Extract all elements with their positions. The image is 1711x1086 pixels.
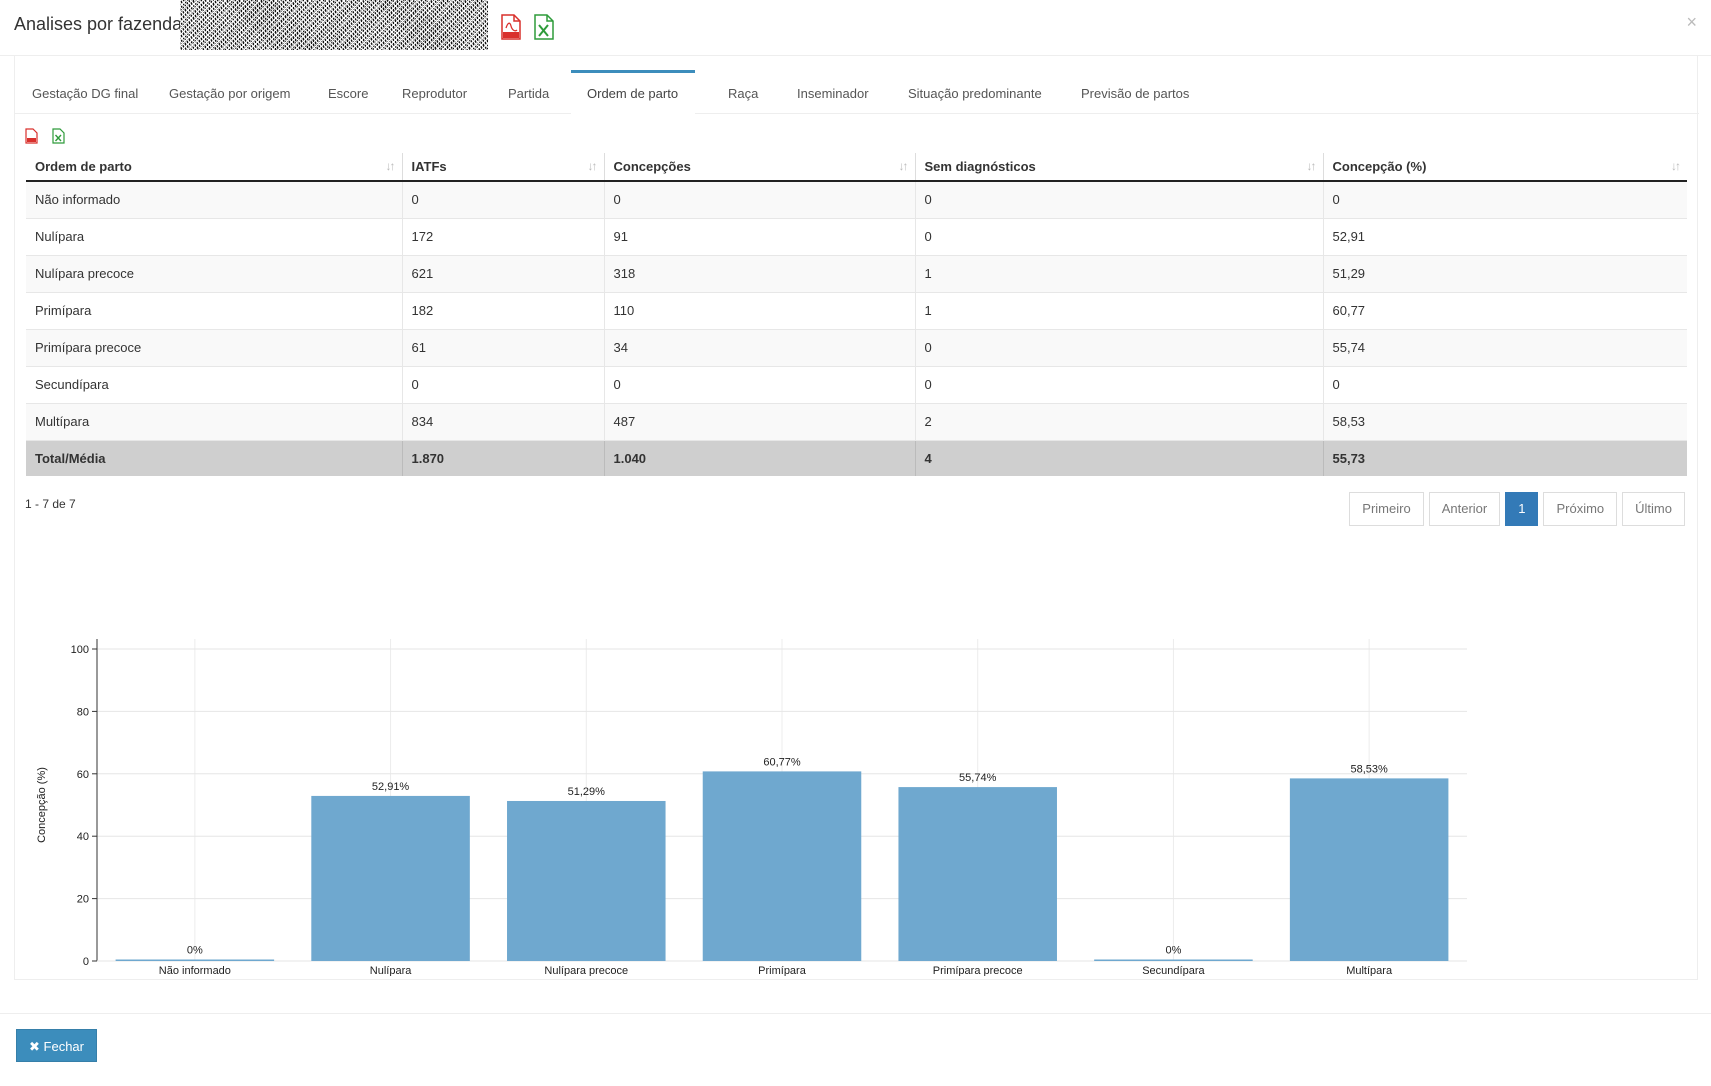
table-row: Multípara 834 487 2 58,53 bbox=[26, 402, 1687, 440]
tab-partida[interactable]: Partida bbox=[508, 86, 550, 101]
tab-situacao-predominante[interactable]: Situação predominante bbox=[908, 86, 1042, 101]
sort-icon[interactable]: ↓↑ bbox=[898, 159, 909, 173]
close-icon[interactable]: × bbox=[1686, 12, 1697, 32]
bar-chart: 0 20 40 60 80 100 0% Não informado 52,91% Nulípar… bbox=[36, 639, 1467, 976]
last-page-button[interactable]: Último bbox=[1622, 492, 1685, 526]
y-tick-label: 100 bbox=[71, 644, 89, 656]
fechar-label: Fechar bbox=[43, 1039, 84, 1054]
x-tick-label: Primípara bbox=[758, 965, 807, 976]
footer-divider bbox=[0, 1013, 1711, 1014]
excel-export-icon[interactable] bbox=[52, 128, 65, 144]
qr-code-image bbox=[180, 0, 488, 50]
column-header-ordem-de-parto[interactable]: Ordem de parto ↓↑ bbox=[26, 153, 402, 182]
sort-icon[interactable]: ↓↑ bbox=[1306, 159, 1317, 173]
y-tick-label: 20 bbox=[77, 894, 89, 906]
y-tick-label: 40 bbox=[77, 831, 89, 843]
fechar-button[interactable]: ✖ Fechar bbox=[16, 1029, 97, 1062]
tab-inseminador[interactable]: Inseminador bbox=[797, 86, 869, 101]
x-tick-label: Primípara precoce bbox=[933, 965, 1023, 976]
table-row: Primípara precoce 61 34 0 55,74 bbox=[26, 328, 1687, 366]
page-1-button[interactable]: 1 bbox=[1505, 492, 1539, 526]
y-tick-label: 80 bbox=[77, 706, 89, 718]
x-tick-label: Nulípara bbox=[370, 965, 412, 976]
tab-reprodutor[interactable]: Reprodutor bbox=[402, 86, 468, 101]
tab-escore[interactable]: Escore bbox=[328, 86, 369, 101]
previous-page-button[interactable]: Anterior bbox=[1428, 492, 1501, 526]
x-tick-label: Secundípara bbox=[1142, 965, 1205, 976]
next-page-button[interactable]: Próximo bbox=[1543, 492, 1618, 526]
sort-icon[interactable]: ↓↑ bbox=[1671, 159, 1681, 173]
table-total-row: Total/Média 1.870 1.040 4 55,73 bbox=[26, 439, 1687, 476]
table-row: Primípara 182 110 1 60,77 bbox=[26, 291, 1687, 329]
table-row: Nulípara 172 91 0 52,91 bbox=[26, 217, 1687, 255]
tab-ordem-de-parto[interactable]: Ordem de parto bbox=[571, 70, 695, 114]
sort-icon[interactable]: ↓↑ bbox=[587, 159, 598, 173]
column-header-sem-diagnosticos[interactable]: Sem diagnósticos ↓↑ bbox=[914, 153, 1323, 182]
tab-gestacao-por-origem[interactable]: Gestação por origem bbox=[169, 86, 291, 101]
x-tick-label: Não informado bbox=[159, 965, 231, 976]
pdf-file-icon[interactable] bbox=[500, 14, 522, 40]
bar-value-label: 51,29% bbox=[568, 786, 606, 798]
pagination-info: 1 - 7 de 7 bbox=[25, 497, 76, 511]
bar-value-label: 52,91% bbox=[372, 781, 410, 793]
column-header-iatfs[interactable]: IATFs ↓↑ bbox=[401, 153, 604, 182]
data-table: Ordem de parto ↓↑ IATFs ↓↑ Concepções ↓↑ Se… bbox=[26, 153, 1687, 476]
tab-previsao-de-partos[interactable]: Previsão de partos bbox=[1081, 86, 1190, 101]
bar bbox=[115, 959, 275, 961]
bar bbox=[898, 787, 1057, 961]
bar bbox=[1094, 959, 1253, 961]
first-page-button[interactable]: Primeiro bbox=[1349, 492, 1424, 526]
bar bbox=[702, 771, 862, 961]
table-row: Nulípara precoce 621 318 1 51,29 bbox=[26, 254, 1687, 292]
column-header-concepcoes[interactable]: Concepções ↓↑ bbox=[603, 153, 915, 182]
bar-value-label: 58,53% bbox=[1350, 763, 1388, 775]
bar bbox=[1289, 778, 1449, 961]
sort-icon[interactable]: ↓↑ bbox=[385, 159, 396, 173]
pdf-export-icon[interactable] bbox=[25, 128, 38, 144]
column-header-concepcao-pct[interactable]: Concepção (%) ↓↑ bbox=[1322, 153, 1687, 182]
x-tick-label: Nulípara precoce bbox=[544, 965, 628, 976]
bar-value-label: 55,74% bbox=[959, 772, 997, 784]
bar-value-label: 60,77% bbox=[763, 756, 801, 768]
modal-header: Analises por fazendas × bbox=[0, 0, 1711, 56]
pagination: Primeiro Anterior 1 Próximo Último bbox=[1349, 492, 1685, 526]
y-tick-label: 0 bbox=[83, 956, 89, 968]
tab-bar: Gestação DG final Gestação por origem Es… bbox=[15, 70, 1699, 114]
table-row: Não informado 0 0 0 0 bbox=[26, 180, 1687, 218]
y-tick-label: 60 bbox=[77, 769, 89, 781]
bar bbox=[507, 800, 666, 961]
bar-value-label: 0% bbox=[187, 945, 203, 957]
export-icons bbox=[25, 128, 75, 147]
table-row: Secundípara 0 0 0 0 bbox=[26, 365, 1687, 403]
bar bbox=[311, 795, 470, 961]
modal-title: Analises por fazendas bbox=[14, 14, 192, 34]
tab-gestacao-dg-final[interactable]: Gestação DG final bbox=[32, 86, 139, 101]
tab-panel: Gestação DG final Gestação por origem Es… bbox=[14, 56, 1699, 980]
excel-file-icon[interactable] bbox=[533, 14, 555, 40]
times-icon: ✖ bbox=[29, 1039, 40, 1054]
tab-raca[interactable]: Raça bbox=[728, 86, 759, 101]
x-tick-label: Multípara bbox=[1346, 965, 1393, 976]
y-axis-label: Concepção (%) bbox=[36, 767, 48, 843]
bar-value-label: 0% bbox=[1165, 945, 1181, 957]
